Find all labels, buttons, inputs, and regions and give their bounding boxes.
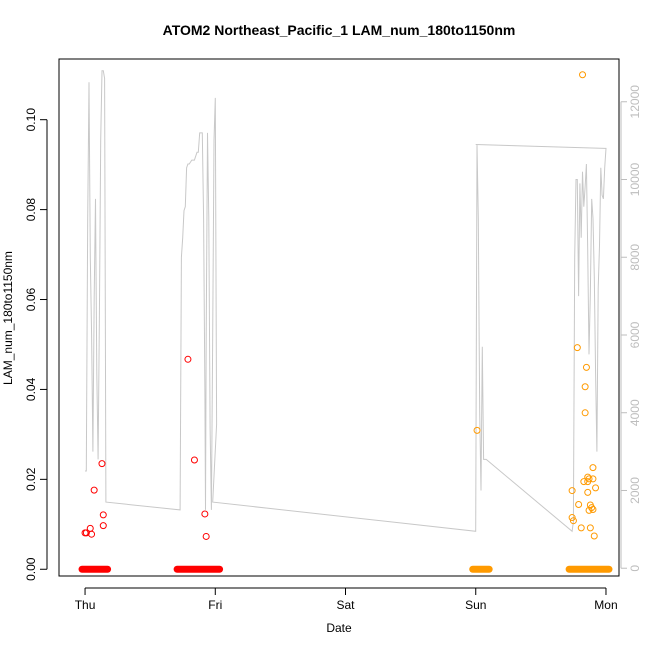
y-tick-label: 0.04 [24,377,38,401]
y-tick-label: 0.08 [24,198,38,222]
data-marks [78,70,613,573]
y2-tick-label: 12000 [628,85,642,119]
x-tick-label: Sun [465,598,486,612]
data-point [592,484,600,492]
y-tick-label: 0.06 [24,288,38,312]
x-axis-label: Date [326,621,352,635]
data-point [201,510,209,518]
data-point [82,529,90,537]
data-point [585,475,593,483]
y-tick-label: 0.02 [24,467,38,491]
data-point [202,532,210,540]
x-tick-label: Thu [75,598,96,612]
data-point [589,505,597,513]
data-point [584,488,592,496]
data-point [579,71,587,79]
data-point [86,524,94,532]
data-point [184,355,192,363]
y2-tick-label: 8000 [628,244,642,271]
axes: Thu Fri Sat Sun Mon 0.00 0.02 0.04 0.06 0.08 0.10 0… [24,58,642,612]
y2-tick-label: 6000 [628,321,642,348]
y-tick-label: 0.00 [24,557,38,581]
data-point [590,532,598,540]
data-point [589,475,597,483]
data-point [90,486,98,494]
data-point [582,363,590,371]
x-tick-label: Sat [337,598,356,612]
data-point [581,409,589,417]
chart-title: ATOM2 Northeast_Pacific_1 LAM_num_180to1… [163,22,516,38]
y-tick-label: 0.10 [24,108,38,132]
x-tick-label: Fri [208,598,222,612]
data-point [577,524,585,532]
data-point [589,464,597,472]
data-point [581,383,589,391]
data-point [568,487,576,495]
x-tick-label: Mon [594,598,617,612]
data-point [569,517,577,525]
data-point [473,426,481,434]
data-point [588,504,596,512]
y2-tick-label: 4000 [628,399,642,426]
data-point [575,501,583,509]
y2-tick-label: 10000 [628,162,642,196]
data-point [568,514,576,522]
y2-tick-label: 2000 [628,477,642,504]
data-point [99,522,107,530]
y2-tick-label: 0 [628,565,642,572]
data-point [88,530,96,538]
series-line [85,70,607,533]
data-point [190,456,198,464]
data-point [98,460,106,468]
data-point [586,524,594,532]
data-point [99,511,107,519]
y-axis-label: LAM_num_180to1150nm [1,251,15,385]
data-point [573,344,581,352]
plot-frame [58,58,620,577]
